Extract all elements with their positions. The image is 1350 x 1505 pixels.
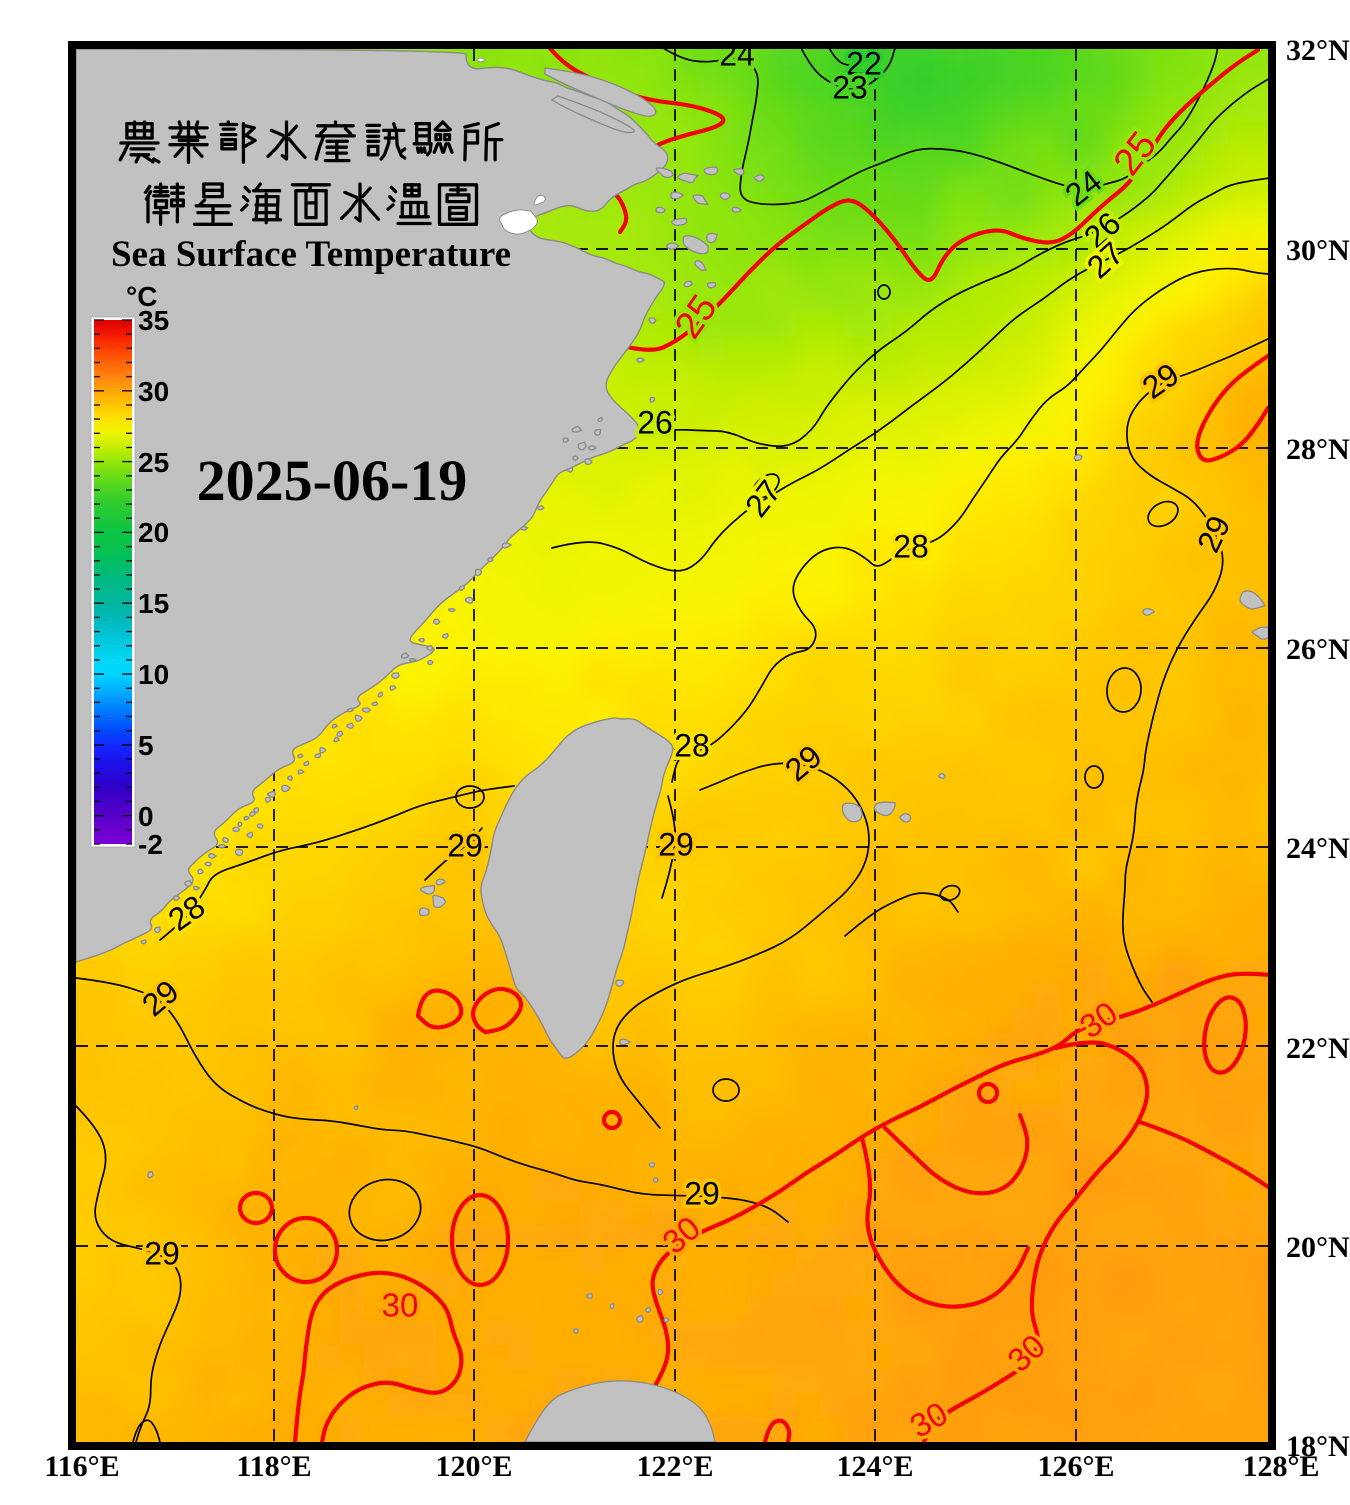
svg-text:24: 24 [719, 36, 755, 72]
svg-text:22: 22 [846, 45, 882, 81]
svg-text:5: 5 [138, 730, 154, 761]
svg-text:28°N: 28°N [1286, 433, 1350, 466]
svg-text:32°N: 32°N [1286, 34, 1350, 67]
svg-text:24°N: 24°N [1286, 832, 1350, 865]
svg-text:29: 29 [684, 1175, 720, 1211]
svg-text:18°N: 18°N [1286, 1430, 1350, 1463]
svg-text:124°E: 124°E [836, 1450, 913, 1483]
svg-text:30: 30 [382, 1287, 419, 1324]
svg-text:116°E: 116°E [44, 1450, 119, 1483]
svg-text:15: 15 [138, 588, 169, 619]
svg-text:2025-06-19: 2025-06-19 [197, 448, 468, 513]
svg-text:29: 29 [658, 826, 694, 862]
svg-text:30: 30 [138, 376, 169, 407]
svg-text:29: 29 [144, 1235, 180, 1271]
svg-text:Sea Surface Temperature: Sea Surface Temperature [111, 234, 511, 275]
svg-text:118°E: 118°E [236, 1450, 311, 1483]
svg-text:0: 0 [138, 801, 154, 832]
svg-text:28: 28 [674, 727, 710, 763]
svg-text:26: 26 [637, 404, 673, 440]
svg-text:°C: °C [126, 281, 157, 312]
svg-text:28: 28 [893, 528, 929, 564]
svg-text:22°N: 22°N [1286, 1032, 1350, 1065]
svg-text:26°N: 26°N [1286, 633, 1350, 666]
svg-text:128°E: 128°E [1242, 1450, 1319, 1483]
svg-text:120°E: 120°E [435, 1450, 512, 1483]
svg-text:30°N: 30°N [1286, 234, 1350, 267]
svg-text:20: 20 [138, 517, 169, 548]
svg-text:35: 35 [138, 305, 169, 336]
svg-text:29: 29 [447, 827, 483, 863]
svg-text:-2: -2 [138, 829, 163, 860]
svg-text:25: 25 [138, 447, 169, 478]
svg-text:10: 10 [138, 659, 169, 690]
svg-text:122°E: 122°E [636, 1450, 713, 1483]
svg-text:126°E: 126°E [1037, 1450, 1114, 1483]
svg-text:20°N: 20°N [1286, 1231, 1350, 1264]
svg-text:23: 23 [832, 69, 868, 105]
